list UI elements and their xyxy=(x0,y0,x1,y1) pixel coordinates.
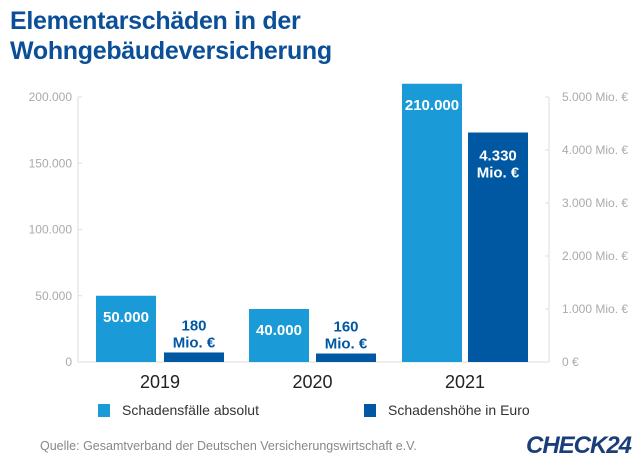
source-note: Quelle: Gesamtverband der Deutschen Vers… xyxy=(40,439,417,453)
left-tick-label: 0 xyxy=(65,355,72,369)
data-label-schadensfaelle: 210.000 xyxy=(405,97,459,114)
data-label-schadenshoehe-value: 4.330 xyxy=(479,148,517,165)
legend-label: Schadenshöhe in Euro xyxy=(388,402,530,418)
bar-schadenshoehe-2021 xyxy=(468,132,528,362)
data-label-schadenshoehe-unit: Mio. € xyxy=(477,165,520,182)
right-tick-label: 3.000 Mio. € xyxy=(562,196,628,210)
legend-item-schadenshoehe: Schadenshöhe in Euro xyxy=(364,402,530,418)
left-tick-label: 150.000 xyxy=(29,156,73,170)
left-tick-label: 50.000 xyxy=(35,289,72,303)
legend-swatch-dark xyxy=(364,403,376,417)
data-label-schadenshoehe-value: 180 xyxy=(181,317,206,334)
data-label-schadensfaelle: 50.000 xyxy=(103,309,149,326)
bar-schadenshoehe-2020 xyxy=(316,353,376,362)
data-label-schadenshoehe-unit: Mio. € xyxy=(325,336,368,353)
bar-schadensfaelle-2020 xyxy=(249,309,309,362)
right-tick-label: 2.000 Mio. € xyxy=(562,249,628,263)
title-line-2: Wohngebäudeversicherung xyxy=(10,37,332,65)
x-tick-label: 2021 xyxy=(445,372,485,392)
bar-schadenshoehe-2019 xyxy=(164,352,224,362)
data-label-schadensfaelle: 40.000 xyxy=(256,322,302,339)
data-label-schadenshoehe-value: 160 xyxy=(333,319,358,336)
legend-item-schadensfaelle: Schadensfälle absolut xyxy=(98,402,259,418)
left-tick-label: 200.000 xyxy=(29,90,73,104)
legend-swatch-light xyxy=(98,403,110,417)
right-tick-label: 5.000 Mio. € xyxy=(562,90,628,104)
right-tick-label: 0 € xyxy=(562,355,579,369)
title-line-1: Elementarschäden in der xyxy=(10,7,301,35)
x-tick-label: 2019 xyxy=(140,372,180,392)
chart-title: Elementarschäden in der Wohngebäudeversi… xyxy=(10,6,332,66)
bar-schadensfaelle-2021 xyxy=(402,83,462,362)
left-tick-label: 100.000 xyxy=(29,223,73,237)
right-tick-label: 1.000 Mio. € xyxy=(562,302,628,316)
data-label-schadenshoehe-unit: Mio. € xyxy=(173,334,216,351)
legend-label: Schadensfälle absolut xyxy=(122,402,259,418)
check24-logo: CHECK24 xyxy=(526,432,632,459)
bar-schadensfaelle-2019 xyxy=(96,295,156,362)
x-tick-label: 2020 xyxy=(292,372,332,392)
right-tick-label: 4.000 Mio. € xyxy=(562,143,628,157)
